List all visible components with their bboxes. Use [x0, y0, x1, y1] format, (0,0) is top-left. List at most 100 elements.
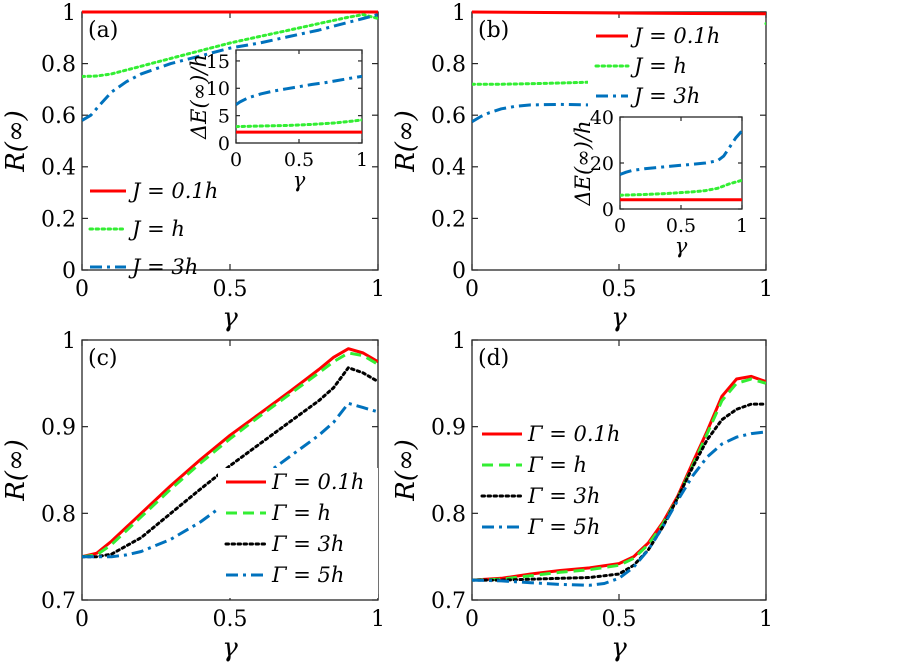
panel-a-xtick-label: 1 [371, 277, 385, 302]
panel-b-inset-xtick-label: 0.5 [666, 215, 696, 237]
panel-d: 0 0.5 1 0.7 0.8 0.9 1 γ R(∞) (d) Γ = 0.1h Γ = h Γ = … [391, 329, 773, 663]
panel-a-label: (a) [88, 18, 118, 43]
panel-b-inset-xtick-label: 0 [614, 215, 626, 237]
panel-a-xlabel: γ [222, 303, 238, 333]
panel-b-ytick-label: 0.4 [431, 156, 466, 181]
panel-c-xlabel: γ [222, 633, 238, 663]
panel-c-ytick-label: 0.9 [41, 416, 76, 441]
panel-a-inset-xtick-label: 1 [356, 149, 368, 171]
panel-b-inset-ytick-label: 40 [590, 107, 614, 129]
panel-b-inset-series-line-3 [620, 129, 742, 176]
panel-b-series-line-1 [472, 10, 766, 16]
panel-b-xtick-label: 0.5 [602, 277, 637, 302]
panel-b-xtick-label: 0 [465, 277, 479, 302]
panel-c-xtick-label: 0 [75, 607, 89, 632]
panel-c-xtick-label: 0.5 [213, 607, 248, 632]
panel-a-legend-label-2: J = h [128, 217, 185, 241]
panel-a-series-line-2 [82, 13, 378, 78]
panel-d-legend-label-1: Γ = 0.1h [527, 422, 620, 446]
panel-b-legend-label-1: J = 0.1h [630, 24, 720, 48]
panel-a-ytick-label: 1 [62, 1, 76, 26]
panel-a-xtick-label: 0 [75, 277, 89, 302]
panel-d-xtick-label: 1 [759, 607, 773, 632]
panel-d-series-line-2 [472, 377, 766, 582]
panel-c-ylabel: R(∞) [1, 439, 31, 502]
panel-b-ytick-label: 0.6 [431, 104, 466, 129]
panel-d-ytick-label: 0.8 [431, 502, 466, 527]
panel-d-xtick-label: 0.5 [602, 607, 637, 632]
panel-b-ytick-label: 0.2 [431, 207, 466, 232]
panel-d-legend-label-2: Γ = h [527, 453, 587, 477]
panel-a-inset-curves [236, 74, 362, 134]
panel-a-ylabel: R(∞) [1, 110, 31, 173]
panel-c-legend-label-2: Γ = h [271, 501, 331, 525]
panel-b-ytick-label: 1 [452, 1, 466, 26]
panel-a-xtick-label: 0.5 [213, 277, 248, 302]
panel-d-label: (d) [478, 346, 509, 371]
panel-b-ytick-label: 0.8 [431, 53, 466, 78]
panel-c-series-line-4 [82, 401, 378, 559]
panel-b-legend-label-3: J = 3h [630, 84, 700, 108]
panel-c-ytick-label: 0.8 [41, 502, 76, 527]
panel-a-inset-series-line-2 [236, 118, 362, 129]
panel-a-curves [82, 10, 378, 122]
panel-a-inset-xtick-label: 0 [230, 149, 242, 171]
panel-c-ytick-label: 0.7 [41, 589, 76, 614]
panel-c-legend: Γ = 0.1h Γ = h Γ = 3h Γ = 5h [218, 468, 378, 598]
panel-c-legend-label-4: Γ = 5h [271, 563, 344, 587]
panel-c-label: (c) [88, 346, 118, 371]
panel-b-xtick-label: 1 [759, 277, 773, 302]
panel-d-ytick-label: 1 [452, 329, 466, 354]
panel-c-xtick-label: 1 [371, 607, 385, 632]
panel-d-series-line-4 [472, 430, 766, 587]
panel-c-series-line-1 [82, 347, 378, 559]
panel-a-legend-label-3: J = 3h [128, 255, 198, 279]
panel-c-curves [82, 347, 378, 559]
panel-a-ytick-label: 0 [62, 259, 76, 284]
panel-c-legend-label-3: Γ = 3h [271, 532, 344, 556]
panel-a-inset-ytick-label: 5 [218, 105, 230, 127]
panel-c-ytick-label: 1 [62, 329, 76, 354]
panel-a-ytick-label: 0.2 [41, 207, 76, 232]
panel-d-legend-label-4: Γ = 5h [527, 515, 600, 539]
panel-b: 0 0.5 1 0 0.2 0.4 0.6 0.8 1 γ R(∞) (b) J = 0.1h J = h… [391, 1, 773, 333]
panel-b-inset-curves [620, 129, 742, 202]
panel-a-inset-ytick-label: 10 [206, 78, 230, 100]
panel-d-series-line-1 [472, 374, 766, 582]
panel-a-inset-ytick-label: 15 [206, 51, 230, 73]
panel-a-inset-xtick-label: 0.5 [284, 149, 314, 171]
panel-c-series-line-2 [82, 351, 378, 559]
panel-a-ytick-label: 0.4 [41, 156, 76, 181]
panel-b-inset-ytick-label: 20 [590, 153, 614, 175]
panel-b-ylabel: R(∞) [391, 110, 421, 173]
panel-d-plot-frame [471, 339, 767, 601]
panel-d-ytick-label: 0.9 [431, 416, 466, 441]
panel-d-ytick-label: 0.7 [431, 589, 466, 614]
panel-a-series-line-3 [82, 13, 378, 122]
panel-b-inset-series-line-2 [620, 178, 742, 197]
panel-d-ylabel: R(∞) [391, 439, 421, 502]
panel-b-inset-xlabel: γ [675, 234, 688, 258]
panel-b-legend-label-2: J = h [630, 54, 687, 78]
panel-b-xlabel: γ [611, 303, 627, 333]
panel-c-series-line-3 [82, 366, 378, 559]
panel-a-inset-ytick-label: 0 [218, 133, 230, 155]
panel-a-inset-plot-frame [235, 49, 363, 144]
panel-d-xlabel: γ [611, 633, 627, 663]
panel-b-inset: 0 0.5 1 0 20 40 γ ΔE(∞)/h [571, 107, 748, 258]
panel-b-ytick-label: 0 [452, 259, 466, 284]
panel-d-xtick-label: 0 [465, 607, 479, 632]
panel-b-inset-xtick-label: 1 [736, 215, 748, 237]
panel-b-legend: J = 0.1h J = h J = 3h [588, 18, 764, 114]
panel-b-inset-ytick-label: 0 [602, 199, 614, 221]
panel-a-ytick-label: 0.8 [41, 53, 76, 78]
panel-a-inset-series-line-3 [236, 74, 362, 106]
panel-b-label: (b) [478, 18, 509, 43]
panel-d-legend-label-3: Γ = 3h [527, 484, 600, 508]
panel-a-legend: J = 0.1h J = h J = 3h [88, 179, 218, 279]
panel-b-inset-ylabel: ΔE(∞)/h [571, 121, 595, 207]
